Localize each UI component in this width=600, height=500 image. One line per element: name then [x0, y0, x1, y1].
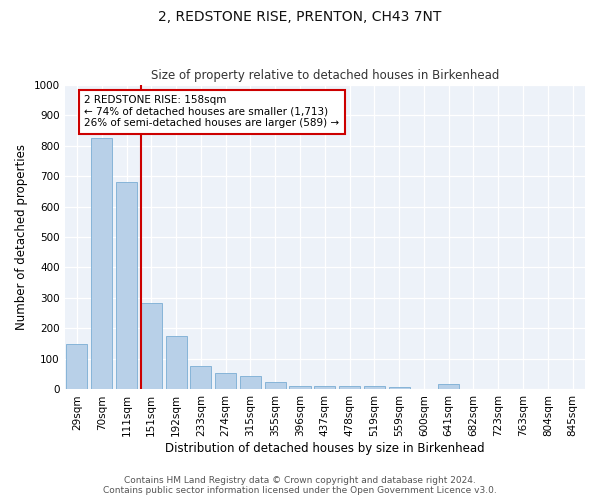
- Bar: [339, 386, 360, 390]
- Bar: [389, 386, 410, 390]
- Bar: [166, 336, 187, 390]
- Bar: [314, 386, 335, 390]
- Bar: [289, 386, 311, 390]
- Text: 2, REDSTONE RISE, PRENTON, CH43 7NT: 2, REDSTONE RISE, PRENTON, CH43 7NT: [158, 10, 442, 24]
- Bar: [438, 384, 459, 390]
- Bar: [215, 374, 236, 390]
- Bar: [364, 386, 385, 390]
- X-axis label: Distribution of detached houses by size in Birkenhead: Distribution of detached houses by size …: [165, 442, 485, 455]
- Text: 2 REDSTONE RISE: 158sqm
← 74% of detached houses are smaller (1,713)
26% of semi: 2 REDSTONE RISE: 158sqm ← 74% of detache…: [85, 95, 340, 128]
- Text: Contains HM Land Registry data © Crown copyright and database right 2024.
Contai: Contains HM Land Registry data © Crown c…: [103, 476, 497, 495]
- Bar: [67, 344, 88, 390]
- Bar: [141, 302, 162, 390]
- Bar: [265, 382, 286, 390]
- Bar: [240, 376, 261, 390]
- Bar: [190, 366, 211, 390]
- Y-axis label: Number of detached properties: Number of detached properties: [15, 144, 28, 330]
- Title: Size of property relative to detached houses in Birkenhead: Size of property relative to detached ho…: [151, 69, 499, 82]
- Bar: [116, 182, 137, 390]
- Bar: [91, 138, 112, 390]
